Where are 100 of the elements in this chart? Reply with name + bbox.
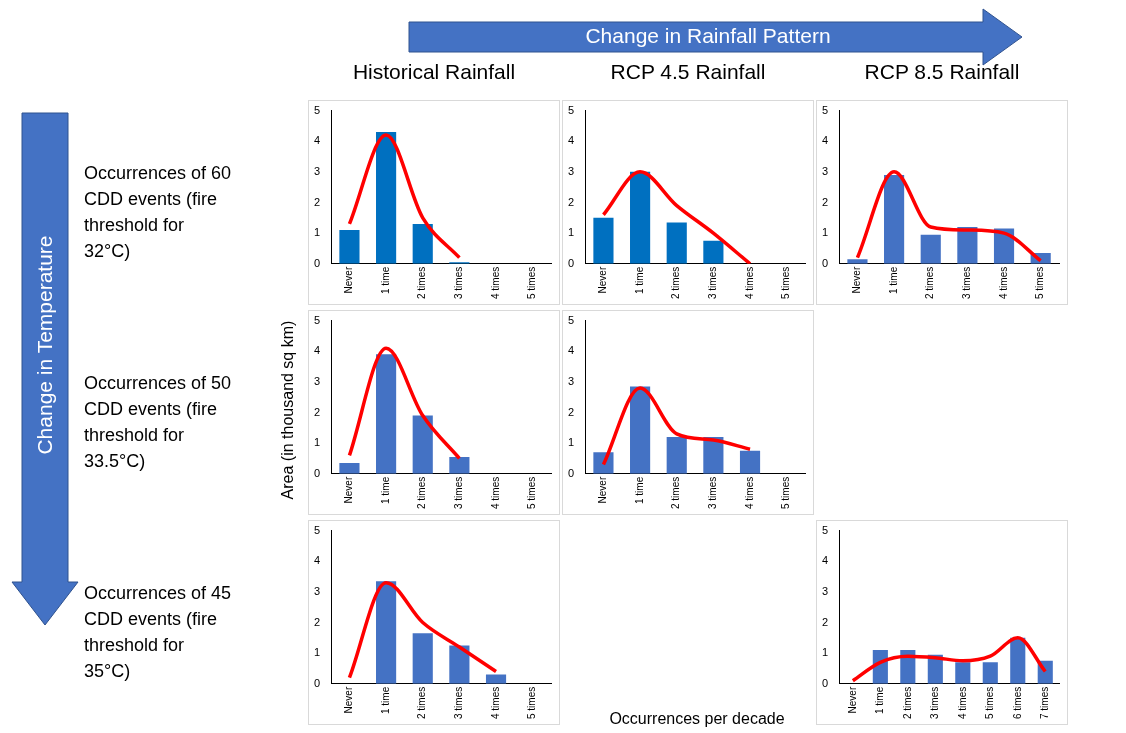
y-tick-label: 5 xyxy=(567,313,575,326)
x-tick-label: 5 times xyxy=(984,686,996,719)
x-tick-label: Never xyxy=(851,266,863,294)
line-series xyxy=(851,636,1048,683)
bar xyxy=(666,222,687,264)
x-tick-label: Never xyxy=(597,266,609,294)
chart-title: RCP 8.5 Rainfall xyxy=(863,60,1021,84)
y-tick-label: 2 xyxy=(821,615,829,628)
x-tick-label: 2 times xyxy=(670,266,682,299)
bar xyxy=(955,662,971,684)
y-tick-label: 2 xyxy=(313,405,321,418)
text: Occurrences of 45 CDD events (fire threshold for 35°C) xyxy=(84,582,233,683)
bar xyxy=(847,259,868,264)
y-tick-label: 1 xyxy=(313,436,321,449)
y-tick-label: 0 xyxy=(821,256,829,269)
text: Occurrences of 50 CDD events (fire threshold for 33.5°C) xyxy=(84,372,233,473)
y-tick-label: 5 xyxy=(313,103,321,116)
line-series xyxy=(601,170,752,264)
y-tick-label: 2 xyxy=(567,195,575,208)
y-tick-label: 5 xyxy=(567,103,575,116)
chart-title: Historical Rainfall xyxy=(351,60,517,84)
x-tick-label: 5 times xyxy=(780,476,792,509)
y-tick-label: 3 xyxy=(567,164,575,177)
line-series xyxy=(855,170,1043,263)
x-tick-label: 3 times xyxy=(453,476,465,509)
y-tick-label: 4 xyxy=(313,554,321,567)
x-tick-label: 2 times xyxy=(924,266,936,299)
x-tick-label: 3 times xyxy=(453,686,465,719)
bar xyxy=(339,463,360,474)
y-tick-label: 4 xyxy=(567,344,575,357)
x-tick-label: Never xyxy=(343,686,355,714)
y-tick-label: 1 xyxy=(821,226,829,239)
x-tick-label: 3 times xyxy=(707,266,719,299)
x-tick-label: 6 times xyxy=(1011,686,1023,719)
y-tick-label: 3 xyxy=(567,374,575,387)
x-tick-label: 4 times xyxy=(489,686,501,719)
y-tick-label: 1 xyxy=(821,646,829,659)
y-tick-label: 0 xyxy=(313,676,321,689)
bar xyxy=(376,354,397,474)
y-tick-label: 0 xyxy=(567,256,575,269)
x-tick-label: 1 time xyxy=(379,476,391,504)
bar xyxy=(339,230,360,264)
line-series xyxy=(347,133,462,260)
y-tick-label: 5 xyxy=(821,103,829,116)
x-tick-label: 5 times xyxy=(526,476,538,509)
x-tick-label: 4 times xyxy=(956,686,968,719)
bar xyxy=(412,633,433,684)
y-tick-label: 5 xyxy=(821,523,829,536)
y-tick-label: 3 xyxy=(313,164,321,177)
x-tick-label: Never xyxy=(846,686,858,714)
y-tick-label: 0 xyxy=(821,676,829,689)
x-tick-label: 2 times xyxy=(416,686,428,719)
bar xyxy=(982,662,998,684)
x-tick-label: 5 times xyxy=(526,686,538,719)
y-tick-label: 1 xyxy=(567,226,575,239)
bar xyxy=(884,174,905,264)
bar xyxy=(449,456,470,474)
x-tick-label: 5 times xyxy=(780,266,792,299)
chart-title: RCP 4.5 Rainfall xyxy=(609,60,767,84)
y-tick-label: 4 xyxy=(313,134,321,147)
y-tick-label: 0 xyxy=(313,256,321,269)
bar xyxy=(412,415,433,474)
x-tick-label: 1 time xyxy=(379,686,391,714)
y-tick-label: 4 xyxy=(313,344,321,357)
bar xyxy=(630,386,651,474)
y-tick-label: 5 xyxy=(313,523,321,536)
x-tick-label: 7 times xyxy=(1039,686,1051,719)
bar xyxy=(376,581,397,684)
y-tick-label: 2 xyxy=(313,195,321,208)
x-tick-label: Never xyxy=(343,476,355,504)
y-tick-label: 3 xyxy=(821,584,829,597)
x-tick-label: 1 time xyxy=(633,476,645,504)
y-tick-label: 5 xyxy=(313,313,321,326)
text: Occurrences of 60 CDD events (fire threshold for 32°C) xyxy=(84,162,233,263)
bar xyxy=(376,132,397,264)
line-series xyxy=(347,580,498,680)
y-tick-label: 0 xyxy=(313,466,321,479)
bar xyxy=(593,217,614,264)
x-tick-label: 3 times xyxy=(961,266,973,299)
x-tick-label: 1 time xyxy=(633,266,645,294)
bar xyxy=(412,223,433,264)
y-tick-label: 0 xyxy=(567,466,575,479)
x-tick-label: 5 times xyxy=(1034,266,1046,299)
x-tick-label: 4 times xyxy=(997,266,1009,299)
text: Change in Rainfall Pattern xyxy=(585,24,831,48)
x-tick-label: 5 times xyxy=(526,266,538,299)
line-series xyxy=(601,386,752,467)
y-tick-label: 1 xyxy=(313,226,321,239)
x-tick-label: 4 times xyxy=(489,266,501,299)
bar xyxy=(666,437,687,474)
bar xyxy=(1010,637,1026,684)
x-tick-label: Never xyxy=(597,476,609,504)
x-tick-label: 4 times xyxy=(743,476,755,509)
y-tick-label: 4 xyxy=(821,554,829,567)
y-tick-label: 4 xyxy=(567,134,575,147)
y-tick-label: 3 xyxy=(821,164,829,177)
line-series xyxy=(347,346,462,461)
x-axis-title: Occurrences per decade xyxy=(609,710,785,728)
x-tick-label: 1 time xyxy=(874,686,886,714)
bar xyxy=(920,234,941,264)
